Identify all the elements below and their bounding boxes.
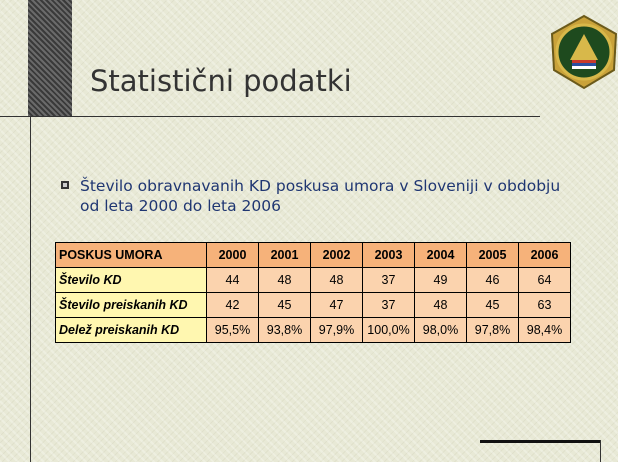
cell: 37 [362,292,415,318]
bullet-text: Število obravnavanih KD poskusa umora v … [80,176,560,216]
row-label: POSKUS UMORA [55,242,207,268]
bullet-icon [61,181,69,189]
cell: 42 [206,292,259,318]
rule [600,440,601,462]
cell: 95,5% [206,317,259,343]
slide-title: Statistični podatki [90,64,352,98]
cell: 63 [518,292,571,318]
decor-strip [28,0,72,116]
bullet-line: od leta 2000 do leta 2006 [80,197,282,215]
row-label: Delež preiskanih KD [55,317,207,343]
cell: 2005 [466,242,519,268]
logo [550,14,618,90]
table-row: Delež preiskanih KD 95,5% 93,8% 97,9% 100,0%… [55,317,571,343]
table-row: Število preiskanih KD 42 45 47 37 48 45 63 [55,292,571,318]
cell: 98,0% [414,317,467,343]
cell: 49 [414,267,467,293]
cell: 48 [310,267,363,293]
cell: 48 [414,292,467,318]
table-row: POSKUS UMORA 2000 2001 2002 2003 2004 2005 2006 [55,242,571,268]
cell: 45 [258,292,311,318]
cell: 2002 [310,242,363,268]
cell: 2001 [258,242,311,268]
cell: 98,4% [518,317,571,343]
bullet-line: Število obravnavanih KD poskusa umora v … [80,177,561,195]
row-label: Število KD [55,267,207,293]
rule [0,116,540,117]
row-label: Število preiskanih KD [55,292,207,318]
cell: 2006 [518,242,571,268]
rule [30,116,31,462]
data-table: POSKUS UMORA 2000 2001 2002 2003 2004 2005 2006… [55,242,571,343]
cell: 37 [362,267,415,293]
cell: 97,9% [310,317,363,343]
cell: 46 [466,267,519,293]
cell: 2003 [362,242,415,268]
cell: 2000 [206,242,259,268]
cell: 93,8% [258,317,311,343]
cell: 97,8% [466,317,519,343]
cell: 100,0% [362,317,415,343]
rule [480,440,600,443]
cell: 48 [258,267,311,293]
cell: 2004 [414,242,467,268]
cell: 44 [206,267,259,293]
cell: 64 [518,267,571,293]
cell: 45 [466,292,519,318]
cell: 47 [310,292,363,318]
table-row: Število KD 44 48 48 37 49 46 64 [55,267,571,293]
